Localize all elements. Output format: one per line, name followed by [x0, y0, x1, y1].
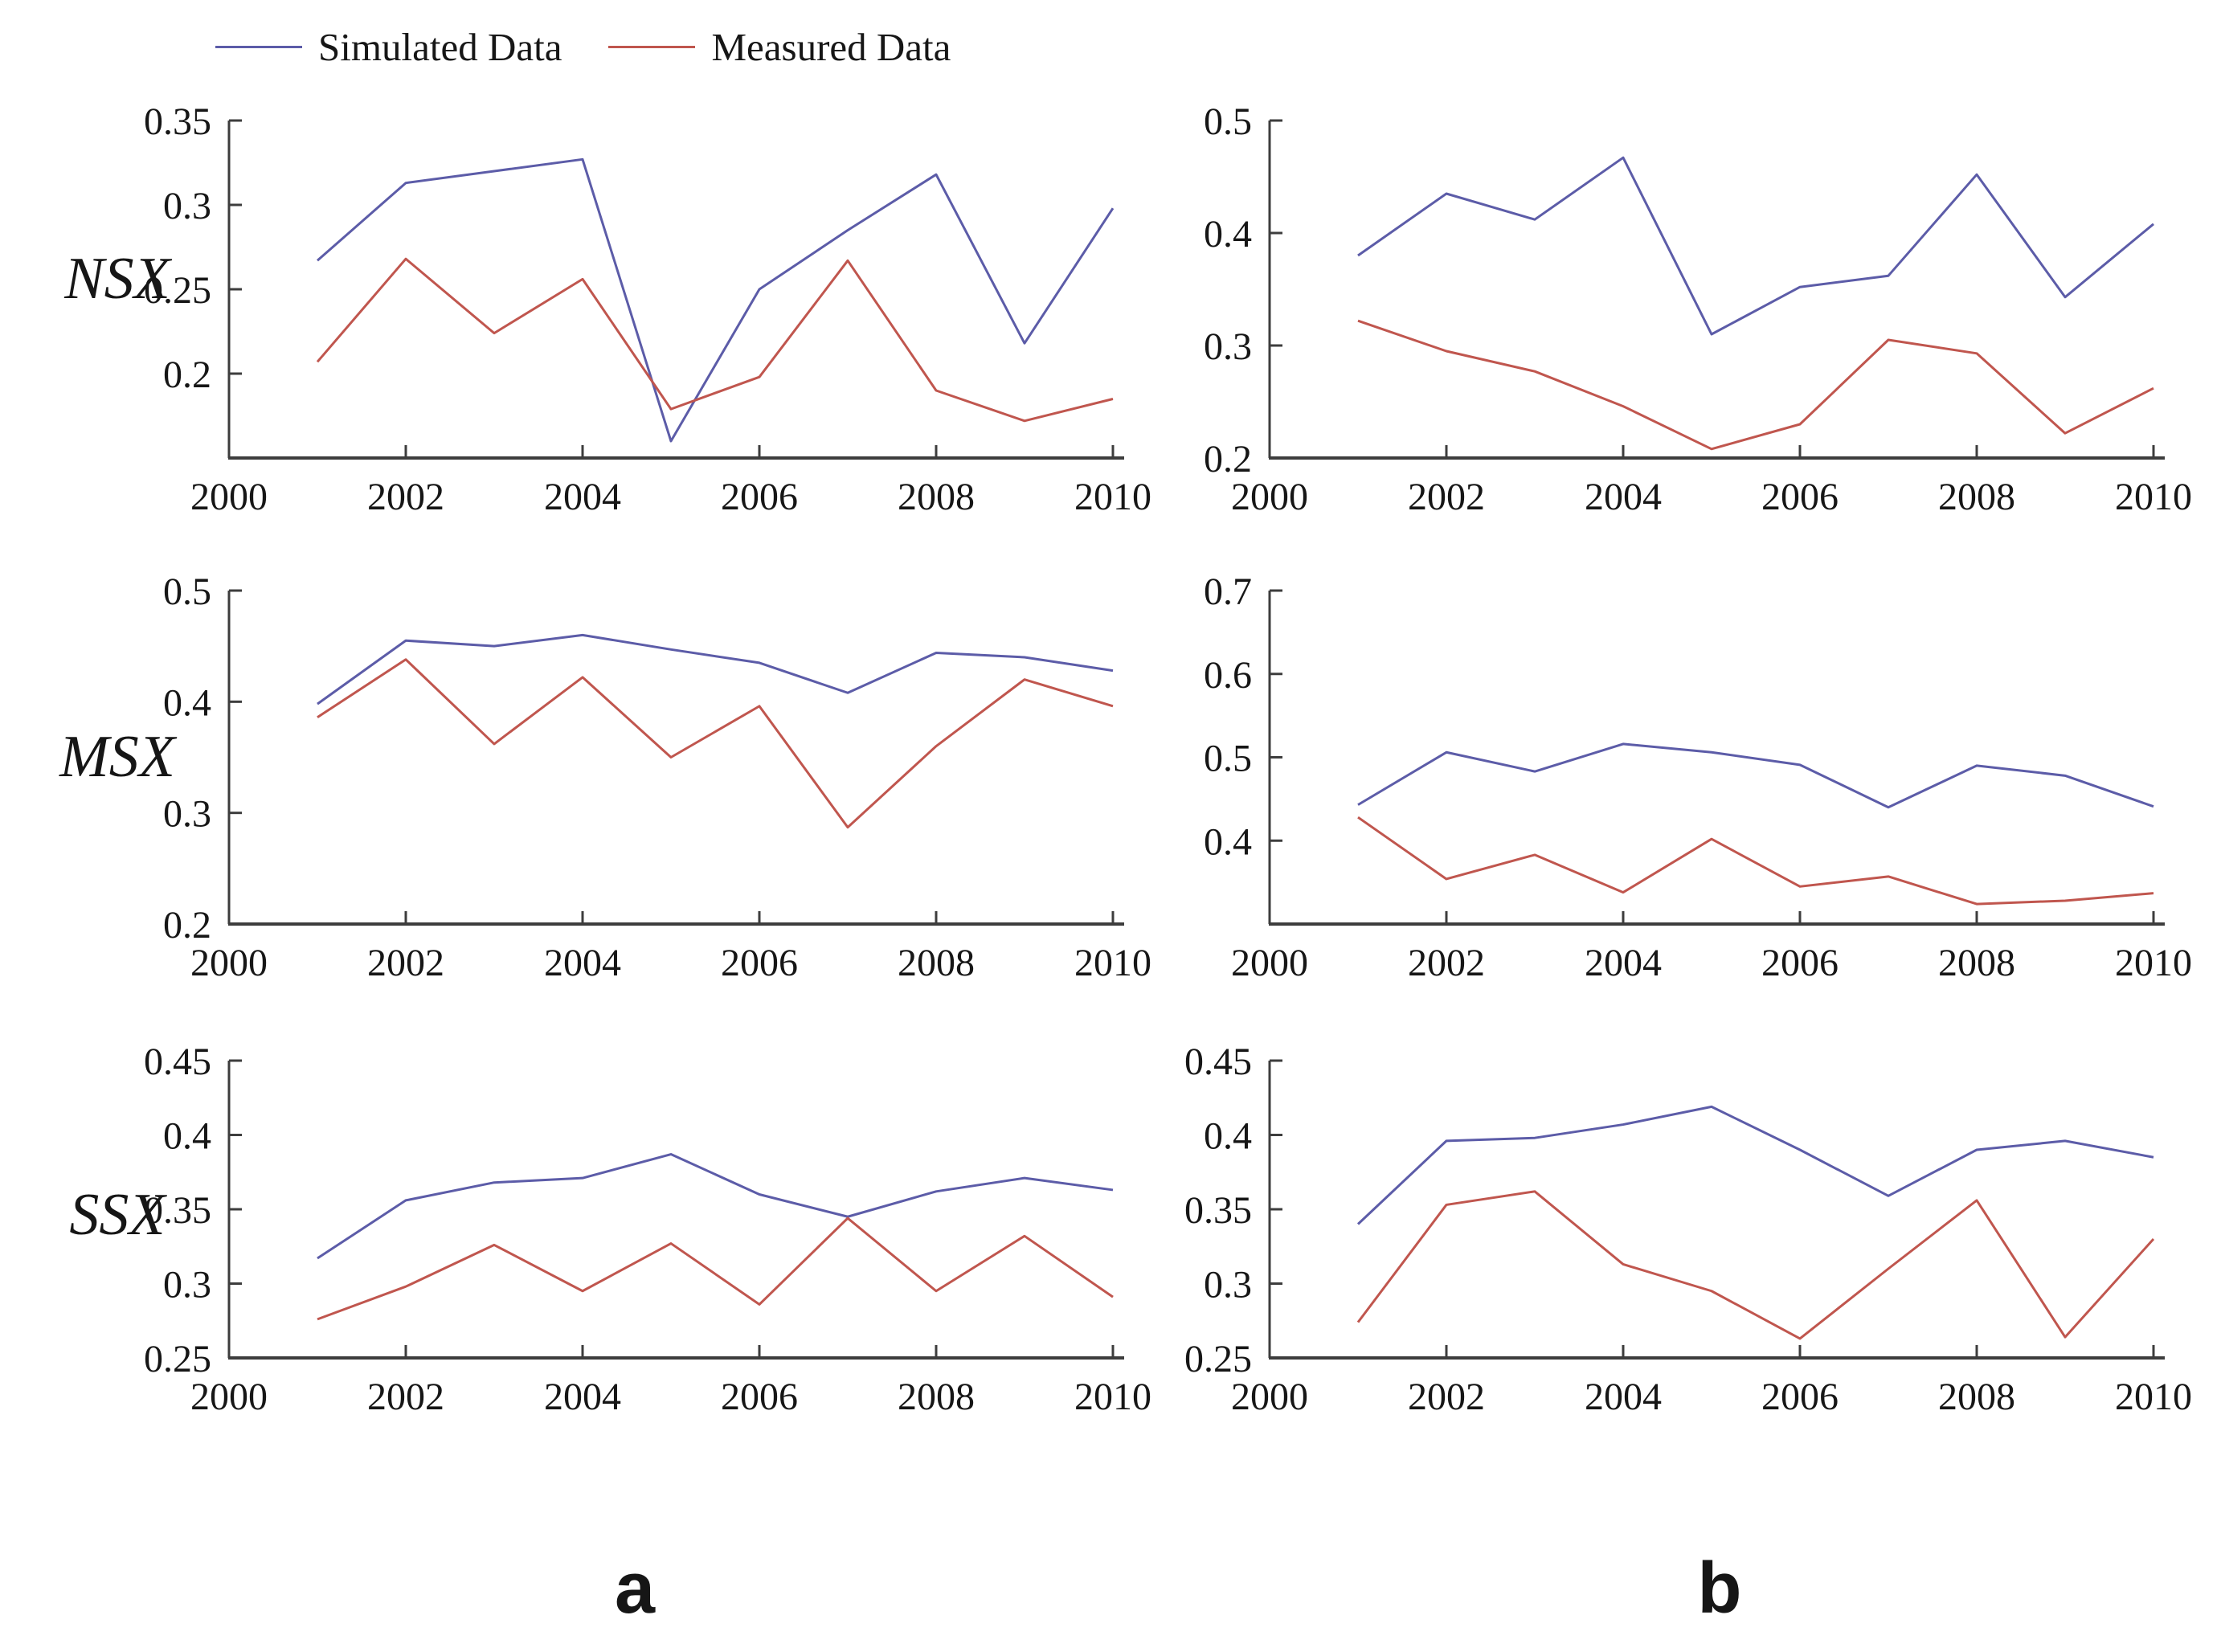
y-tick-label: 0.25 [144, 1338, 211, 1380]
measured-line [1356, 1190, 2155, 1340]
y-tick-label: 0.35 [144, 100, 211, 143]
x-tick-label: 2000 [1231, 1376, 1308, 1418]
x-tick-label: 2000 [190, 1376, 268, 1418]
x-tick-label: 2006 [721, 476, 798, 518]
x-tick-label: 2004 [544, 1376, 621, 1418]
chart-ssx-b: 0.25 0.3 0.35 0.4 0.45 2000 2002 2004 2006 2008 20… [1184, 1041, 2192, 1418]
y-tick-label: 0.2 [1204, 438, 1252, 480]
y-tick-label: 0.4 [163, 681, 211, 724]
subfigure-label-b: b [1697, 1548, 1742, 1629]
chart-nsx-a: 0.2 0.25 0.3 0.35 2000 2002 2004 2006 2008 2010 [144, 100, 1151, 518]
y-tick-label: 0.35 [1184, 1189, 1252, 1232]
x-tick-label: 2008 [898, 942, 975, 984]
y-tick-label: 0.7 [1204, 570, 1252, 613]
y-tick-label: 0.4 [1204, 1115, 1252, 1158]
row-label-ssx: SSX [69, 1182, 166, 1248]
y-tick-label: 0.5 [1204, 738, 1252, 780]
measured-line-swatch [608, 45, 696, 48]
measured-line [1357, 816, 2154, 906]
y-tick-label: 0.35 [144, 1189, 211, 1232]
y-tick-label: 0.3 [1204, 325, 1252, 368]
x-tick-label: 2010 [2115, 1376, 2192, 1418]
x-tick-label: 2004 [544, 476, 621, 518]
x-tick-label: 2000 [1231, 476, 1308, 518]
x-tick-label: 2008 [1938, 476, 2015, 518]
simulated-line [1357, 742, 2154, 809]
row-label-nsx: NSX [64, 246, 170, 312]
x-tick-label: 2010 [1074, 476, 1151, 518]
x-tick-label: 2002 [367, 476, 444, 518]
x-tick-label: 2010 [2115, 476, 2192, 518]
x-tick-label: 2004 [1585, 1376, 1662, 1418]
y-tick-label: 0.4 [163, 1115, 211, 1158]
measured-line [317, 658, 1114, 829]
x-tick-label: 2000 [190, 942, 268, 984]
x-tick-label: 2004 [1585, 476, 1662, 518]
measured-line [317, 1217, 1114, 1321]
x-tick-label: 2002 [1408, 1376, 1485, 1418]
x-tick-label: 2008 [898, 476, 975, 518]
chart-msx-b: 0.4 0.5 0.6 0.7 2000 2002 2004 2006 2008 2010 [1204, 570, 2192, 984]
x-tick-label: 2002 [367, 1376, 444, 1418]
x-tick-label: 2010 [1074, 1376, 1151, 1418]
y-tick-label: 0.4 [1204, 213, 1252, 256]
legend-item-simulated: Simulated Data [215, 27, 562, 67]
x-tick-label: 2004 [544, 942, 621, 984]
chart-nsx-b: 0.2 0.3 0.4 0.5 2000 2002 2004 2006 2008 2010 [1204, 100, 2192, 518]
x-tick-label: 2006 [1761, 942, 1839, 984]
x-tick-label: 2008 [1938, 942, 2015, 984]
y-tick-label: 0.6 [1204, 654, 1252, 697]
x-tick-label: 2008 [1938, 1376, 2015, 1418]
measured-line [1357, 319, 2154, 451]
x-tick-label: 2010 [1074, 942, 1151, 984]
legend-item-measured: Measured Data [608, 27, 951, 67]
legend-label-simulated: Simulated Data [318, 24, 562, 69]
x-tick-label: 2006 [721, 1376, 798, 1418]
subfigure-label-a: a [614, 1548, 656, 1629]
chart-msx-a: 0.2 0.3 0.4 0.5 2000 2002 2004 2006 2008 2010 [163, 570, 1151, 984]
y-tick-label: 0.3 [1204, 1264, 1252, 1306]
y-tick-label: 0.3 [163, 185, 211, 227]
measured-line [316, 257, 1114, 423]
y-tick-label: 0.5 [163, 570, 211, 613]
x-tick-label: 2006 [1761, 1376, 1839, 1418]
row-label-msx: MSX [59, 724, 175, 790]
x-tick-label: 2000 [1231, 942, 1308, 984]
y-tick-label: 0.2 [163, 904, 211, 947]
x-tick-label: 2002 [1408, 942, 1485, 984]
simulated-line [317, 633, 1114, 705]
y-tick-label: 0.4 [1204, 820, 1252, 863]
simulated-line [317, 1153, 1114, 1260]
simulated-line [1356, 1105, 2154, 1225]
legend: Simulated Data Measured Data [215, 21, 951, 72]
y-tick-label: 0.3 [163, 793, 211, 836]
y-tick-label: 0.2 [163, 354, 211, 396]
x-tick-label: 2006 [721, 942, 798, 984]
y-tick-label: 0.5 [1204, 100, 1252, 143]
x-tick-label: 2010 [2115, 942, 2192, 984]
simulated-line-swatch [215, 45, 302, 48]
simulated-line [1357, 156, 2154, 336]
y-tick-label: 0.3 [163, 1264, 211, 1306]
legend-label-measured: Measured Data [711, 24, 951, 69]
x-tick-label: 2004 [1585, 942, 1662, 984]
y-tick-label: 0.25 [1184, 1338, 1252, 1380]
x-tick-label: 2008 [898, 1376, 975, 1418]
y-tick-label: 0.45 [144, 1041, 211, 1083]
x-tick-label: 2006 [1761, 476, 1839, 518]
simulated-line [317, 157, 1115, 443]
x-tick-label: 2002 [1408, 476, 1485, 518]
chart-ssx-a: 0.25 0.3 0.35 0.4 0.45 2000 2002 2004 2006 2008 20… [144, 1041, 1151, 1418]
y-tick-label: 0.25 [144, 269, 211, 312]
x-tick-label: 2002 [367, 942, 444, 984]
y-tick-label: 0.45 [1184, 1041, 1252, 1083]
x-tick-label: 2000 [190, 476, 268, 518]
